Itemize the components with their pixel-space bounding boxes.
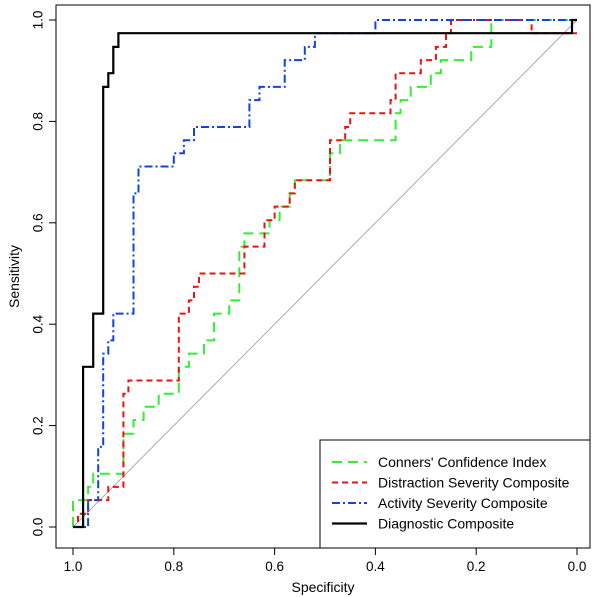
y-tick-label: 0.2 (31, 416, 46, 435)
reference-diagonal (72, 19, 578, 528)
legend: Conners' Confidence Index Distraction Sev… (319, 439, 591, 549)
y-tick-label: 0.8 (31, 112, 46, 131)
series-layer (72, 18, 577, 529)
x-axis-label: Specificity (291, 579, 354, 595)
y-tick-label: 0.0 (31, 518, 46, 537)
legend-label: Activity Severity Composite (378, 495, 548, 511)
series-line-1 (72, 19, 577, 527)
legend-label: Conners' Confidence Index (378, 454, 546, 470)
legend-label: Diagnostic Composite (378, 516, 514, 532)
x-tick-label: 0.0 (568, 559, 587, 574)
x-tick-label: 1.0 (64, 559, 83, 574)
x-tick-label: 0.2 (467, 559, 486, 574)
y-tick-label: 0.4 (31, 314, 46, 333)
x-tick-label: 0.6 (265, 559, 284, 574)
series-line-4 (73, 18, 577, 529)
legend-box (319, 439, 591, 549)
y-tick-label: 1.0 (31, 11, 46, 30)
y-tick-label: 0.6 (31, 213, 46, 232)
series-line-2 (73, 19, 577, 528)
y-axis: 0.0 0.2 0.4 0.6 0.8 1.0 (31, 11, 57, 537)
x-tick-label: 0.8 (164, 559, 183, 574)
series-line-3 (73, 19, 577, 528)
y-axis-label: Sensitivity (6, 245, 22, 308)
legend-label: Distraction Severity Composite (378, 475, 570, 491)
x-axis: 1.0 0.8 0.6 0.4 0.2 0.0 (64, 547, 587, 574)
x-tick-label: 0.4 (366, 559, 385, 574)
